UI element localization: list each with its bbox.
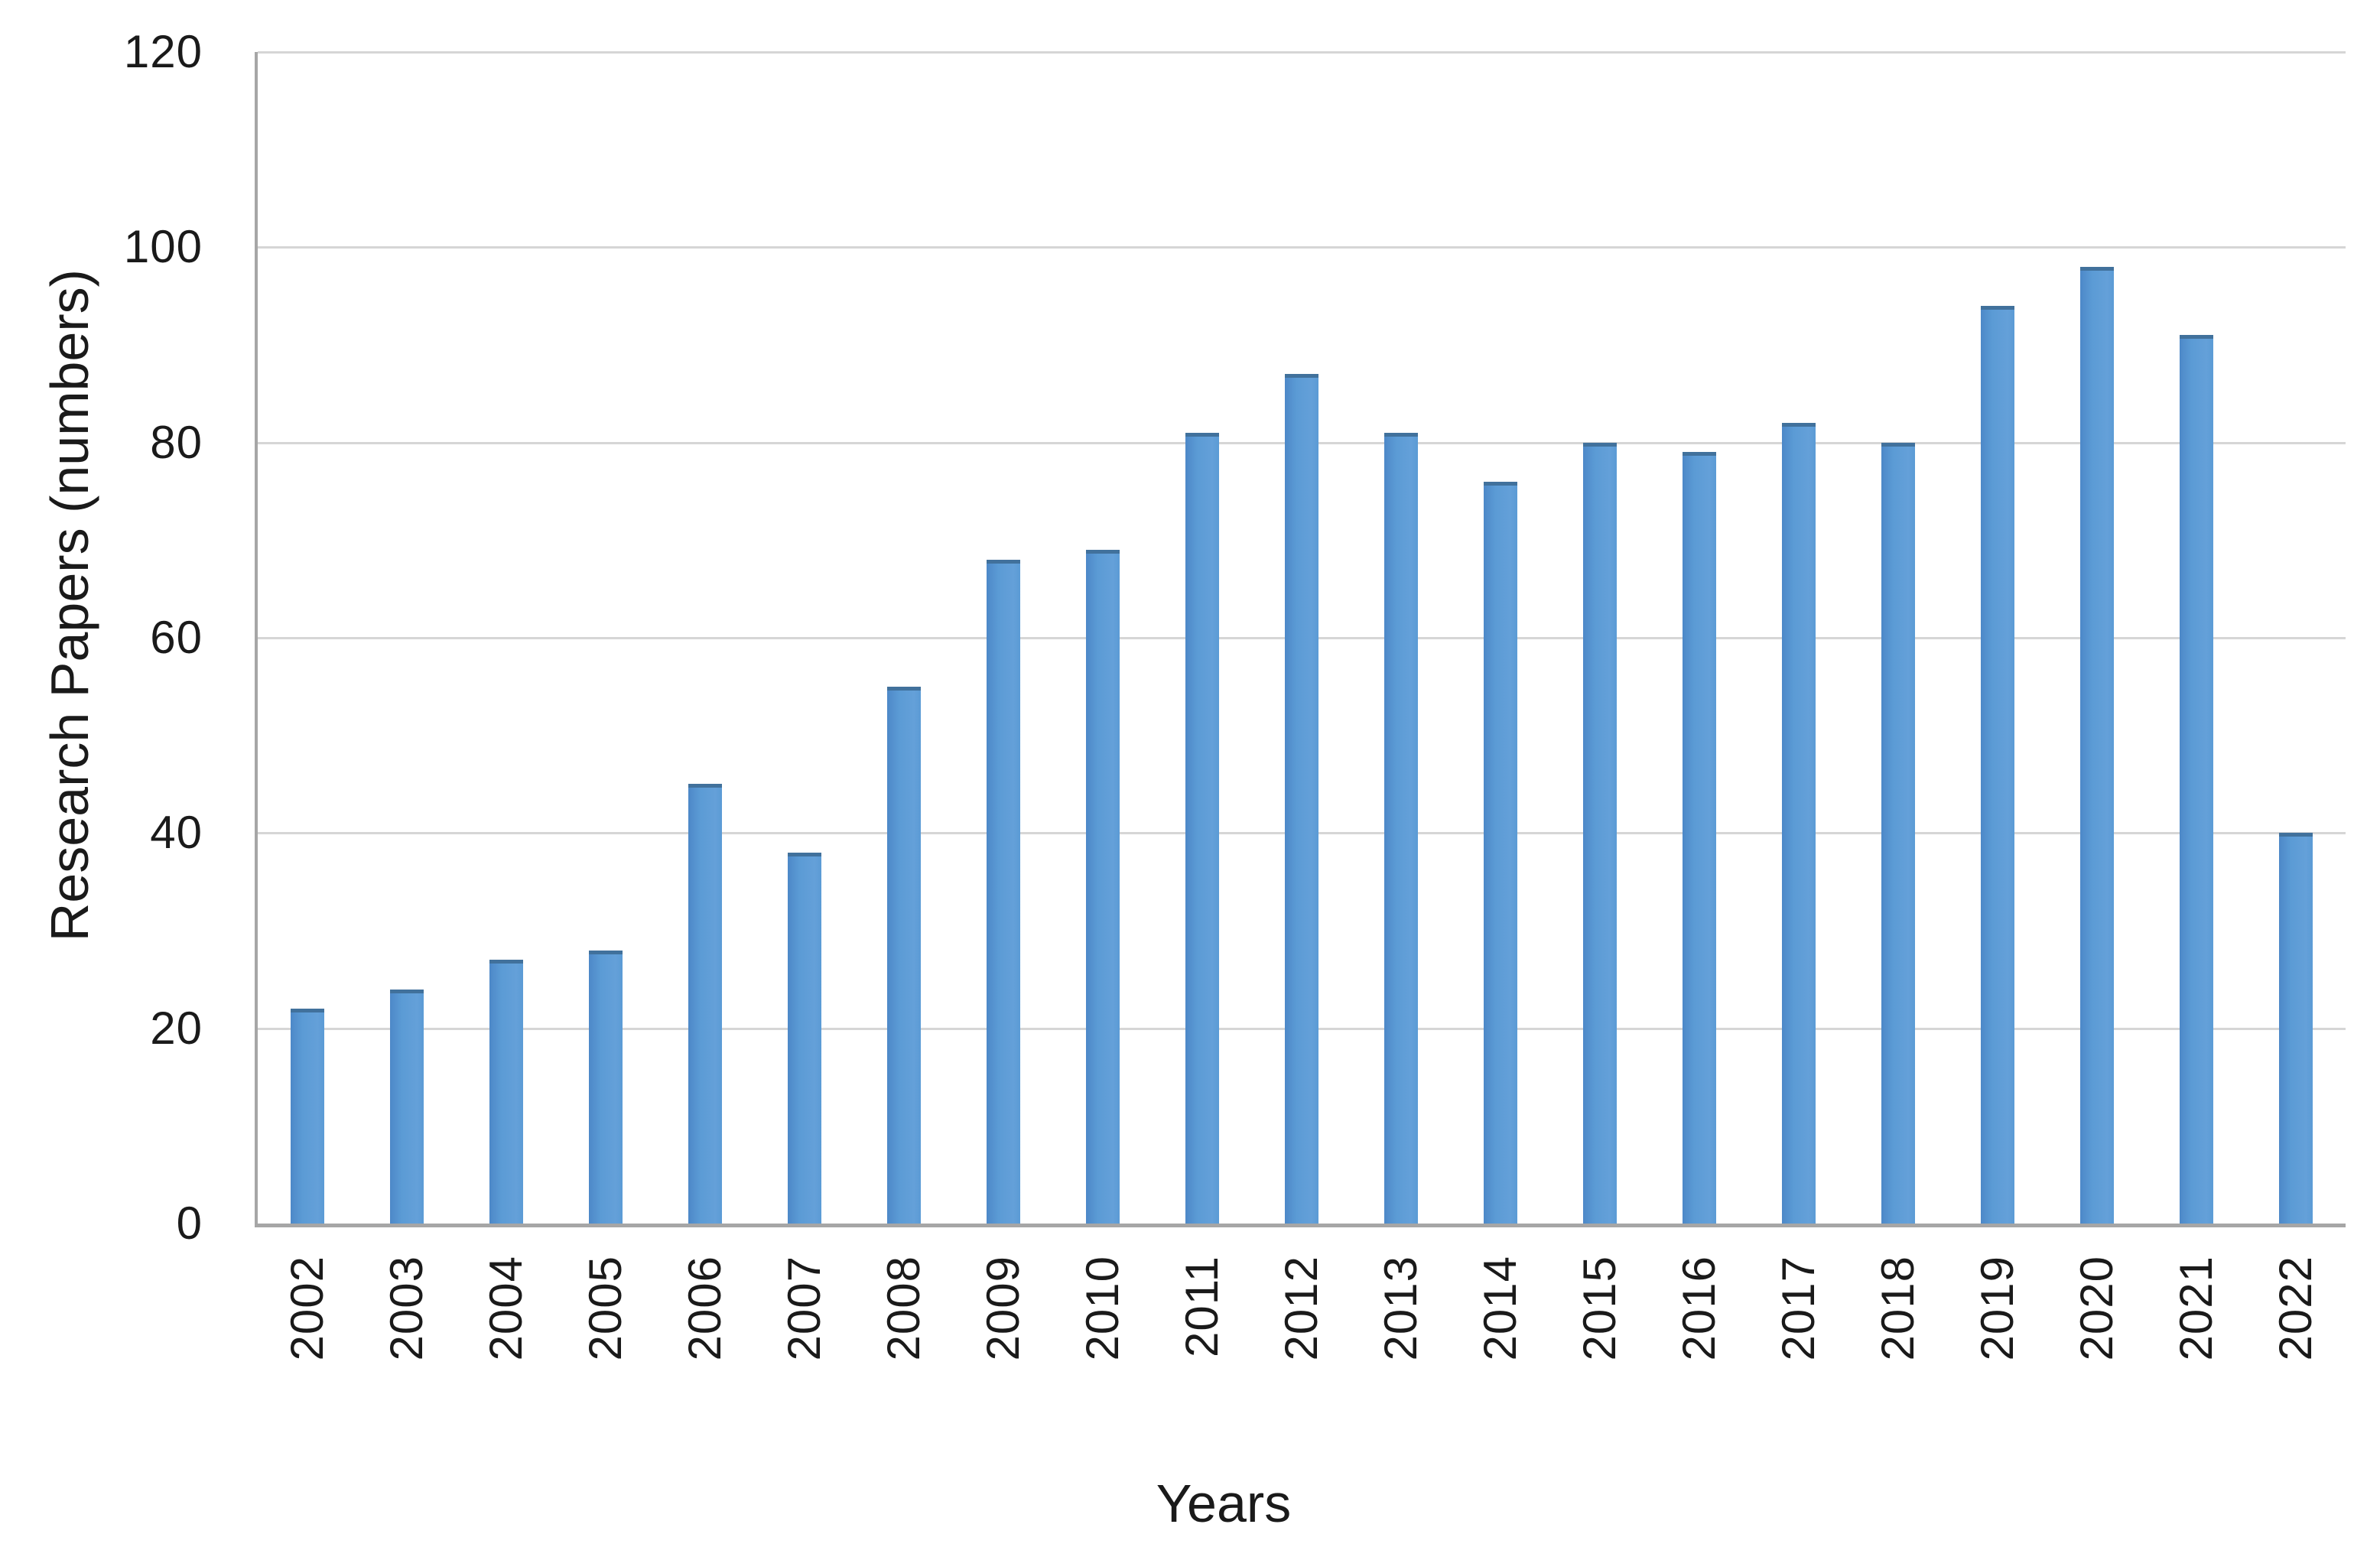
bar-2009 xyxy=(987,560,1020,1224)
x-axis-line xyxy=(255,1224,2346,1227)
y-tick-label-40: 40 xyxy=(150,807,203,859)
bar-2013 xyxy=(1384,433,1418,1224)
bar-2018 xyxy=(1881,443,1915,1224)
bar-2016 xyxy=(1683,452,1716,1224)
x-tick-label-2021: 2021 xyxy=(2170,1256,2222,1361)
bar-2011 xyxy=(1185,433,1219,1224)
bar-2014 xyxy=(1484,482,1517,1224)
x-tick-label-2022: 2022 xyxy=(2270,1256,2321,1361)
bar-2017 xyxy=(1782,423,1816,1224)
x-tick-label-2002: 2002 xyxy=(281,1256,333,1361)
x-tick-label-2015: 2015 xyxy=(1574,1256,1625,1361)
x-tick-label-2012: 2012 xyxy=(1276,1256,1327,1361)
bar-2003 xyxy=(390,990,424,1224)
gridline-y-100 xyxy=(258,246,2346,249)
x-tick-label-2009: 2009 xyxy=(977,1256,1029,1361)
y-tick-label-80: 80 xyxy=(150,416,203,468)
x-tick-label-2008: 2008 xyxy=(878,1256,929,1361)
x-tick-label-2014: 2014 xyxy=(1474,1256,1526,1361)
y-tick-label-0: 0 xyxy=(176,1198,203,1249)
x-tick-label-2011: 2011 xyxy=(1176,1256,1227,1358)
bar-2006 xyxy=(688,784,722,1224)
bar-2015 xyxy=(1583,443,1617,1224)
bar-2010 xyxy=(1086,550,1120,1224)
plot-area xyxy=(255,51,2346,1227)
bar-2022 xyxy=(2279,833,2313,1224)
x-tick-label-2017: 2017 xyxy=(1773,1256,1824,1361)
bar-2012 xyxy=(1285,374,1318,1224)
x-tick-label-2019: 2019 xyxy=(1972,1256,2023,1361)
bar-2002 xyxy=(291,1009,324,1224)
y-tick-label-20: 20 xyxy=(150,1002,203,1054)
bar-2020 xyxy=(2080,267,2114,1224)
bar-2021 xyxy=(2180,335,2213,1224)
y-tick-label-60: 60 xyxy=(150,612,203,663)
x-axis-title: Years xyxy=(1156,1474,1292,1533)
x-tick-label-2004: 2004 xyxy=(480,1256,532,1361)
y-tick-label-100: 100 xyxy=(123,221,203,273)
y-axis-line xyxy=(255,52,258,1224)
x-tick-label-2016: 2016 xyxy=(1673,1256,1725,1361)
bar-2004 xyxy=(489,960,523,1224)
x-tick-label-2013: 2013 xyxy=(1375,1256,1426,1361)
bar-2019 xyxy=(1981,306,2014,1224)
x-tick-label-2003: 2003 xyxy=(381,1256,432,1361)
x-tick-label-2006: 2006 xyxy=(679,1256,730,1361)
x-tick-label-2005: 2005 xyxy=(580,1256,631,1361)
x-tick-label-2020: 2020 xyxy=(2071,1256,2122,1361)
bar-2007 xyxy=(788,853,821,1224)
x-tick-label-2007: 2007 xyxy=(779,1256,830,1361)
bar-2008 xyxy=(887,687,921,1224)
x-tick-label-2010: 2010 xyxy=(1077,1256,1128,1361)
gridline-y-120 xyxy=(258,51,2346,54)
y-tick-label-120: 120 xyxy=(123,26,203,77)
x-tick-label-2018: 2018 xyxy=(1872,1256,1923,1361)
bar-2005 xyxy=(589,951,623,1224)
